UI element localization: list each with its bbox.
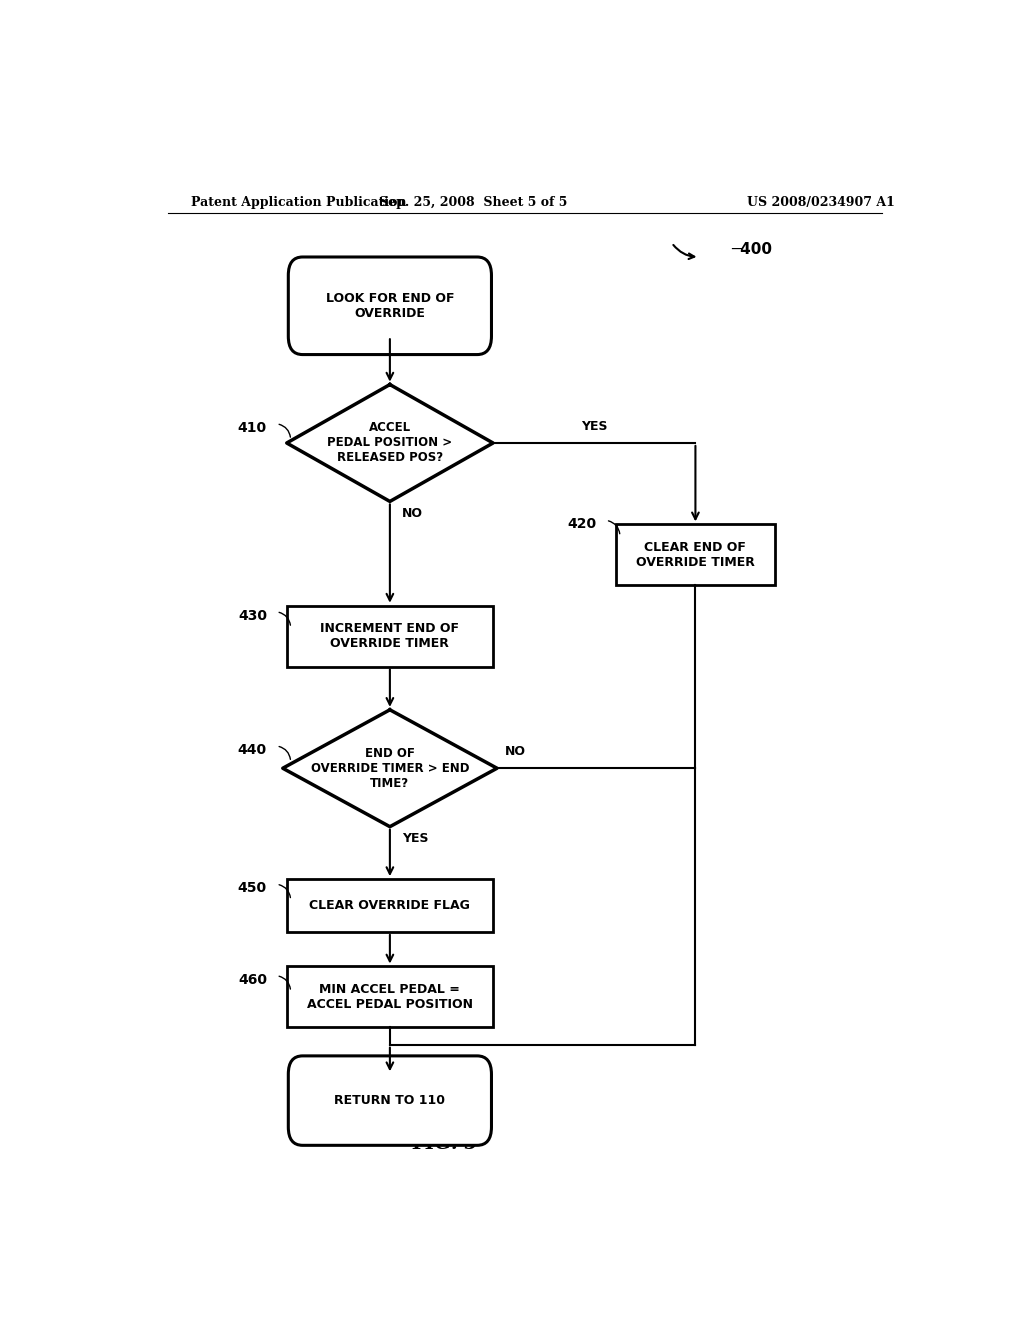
Text: NO: NO — [505, 744, 526, 758]
Text: ACCEL
PEDAL POSITION >
RELEASED POS?: ACCEL PEDAL POSITION > RELEASED POS? — [328, 421, 453, 465]
Text: YES: YES — [401, 832, 428, 845]
Text: 460: 460 — [238, 973, 267, 986]
FancyBboxPatch shape — [289, 1056, 492, 1146]
Text: 430: 430 — [238, 609, 267, 623]
Text: CLEAR END OF
OVERRIDE TIMER: CLEAR END OF OVERRIDE TIMER — [636, 541, 755, 569]
Text: Sep. 25, 2008  Sheet 5 of 5: Sep. 25, 2008 Sheet 5 of 5 — [379, 195, 567, 209]
Text: 440: 440 — [238, 743, 267, 756]
Text: LOOK FOR END OF
OVERRIDE: LOOK FOR END OF OVERRIDE — [326, 292, 454, 319]
Bar — [287, 966, 494, 1027]
Text: 420: 420 — [567, 517, 596, 532]
Text: INCREMENT END OF
OVERRIDE TIMER: INCREMENT END OF OVERRIDE TIMER — [321, 622, 460, 651]
Text: ─400: ─400 — [731, 243, 772, 257]
Bar — [616, 524, 775, 585]
Text: MIN ACCEL PEDAL =
ACCEL PEDAL POSITION: MIN ACCEL PEDAL = ACCEL PEDAL POSITION — [307, 983, 473, 1011]
Text: US 2008/0234907 A1: US 2008/0234907 A1 — [748, 195, 895, 209]
Polygon shape — [283, 710, 497, 826]
FancyBboxPatch shape — [289, 257, 492, 355]
Text: YES: YES — [581, 420, 607, 433]
Bar — [287, 879, 494, 932]
Text: END OF
OVERRIDE TIMER > END
TIME?: END OF OVERRIDE TIMER > END TIME? — [310, 747, 469, 789]
Text: 450: 450 — [238, 882, 267, 895]
Text: CLEAR OVERRIDE FLAG: CLEAR OVERRIDE FLAG — [309, 899, 470, 912]
Text: NO: NO — [401, 507, 423, 520]
Text: 410: 410 — [238, 421, 267, 434]
Text: RETURN TO 110: RETURN TO 110 — [335, 1094, 445, 1107]
Text: FIG. 5: FIG. 5 — [413, 1135, 478, 1154]
Bar — [287, 606, 494, 667]
Polygon shape — [287, 384, 494, 502]
Text: Patent Application Publication: Patent Application Publication — [191, 195, 407, 209]
